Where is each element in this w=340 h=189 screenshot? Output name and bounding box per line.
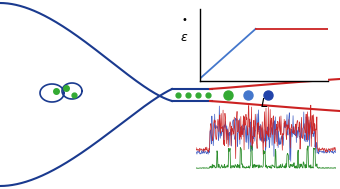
Text: L: L: [260, 97, 268, 110]
Text: $\varepsilon$: $\varepsilon$: [181, 31, 189, 44]
Text: •: •: [182, 15, 188, 25]
